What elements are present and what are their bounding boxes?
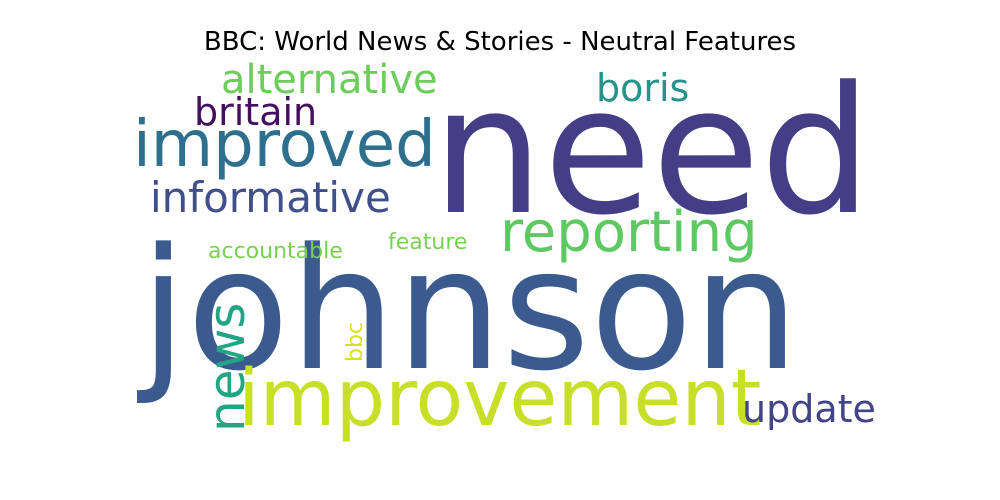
word-improved: improved <box>133 108 436 182</box>
word-johnson: johnson <box>136 212 799 408</box>
word-alternative: alternative <box>221 57 438 103</box>
word-need: need <box>432 49 872 254</box>
word-improvement: improvement <box>238 354 761 444</box>
word-update: update <box>742 387 876 431</box>
word-bbc: bbc <box>343 322 368 362</box>
chart-title: BBC: World News & Stories - Neutral Feat… <box>203 27 797 57</box>
word-informative: informative <box>150 173 391 222</box>
word-news: news <box>198 303 256 432</box>
word-reporting: reporting <box>500 200 758 265</box>
word-accountable: accountable <box>208 239 343 264</box>
word-feature: feature <box>388 230 467 255</box>
word-boris: boris <box>596 66 689 110</box>
word-britain: britain <box>194 90 317 134</box>
